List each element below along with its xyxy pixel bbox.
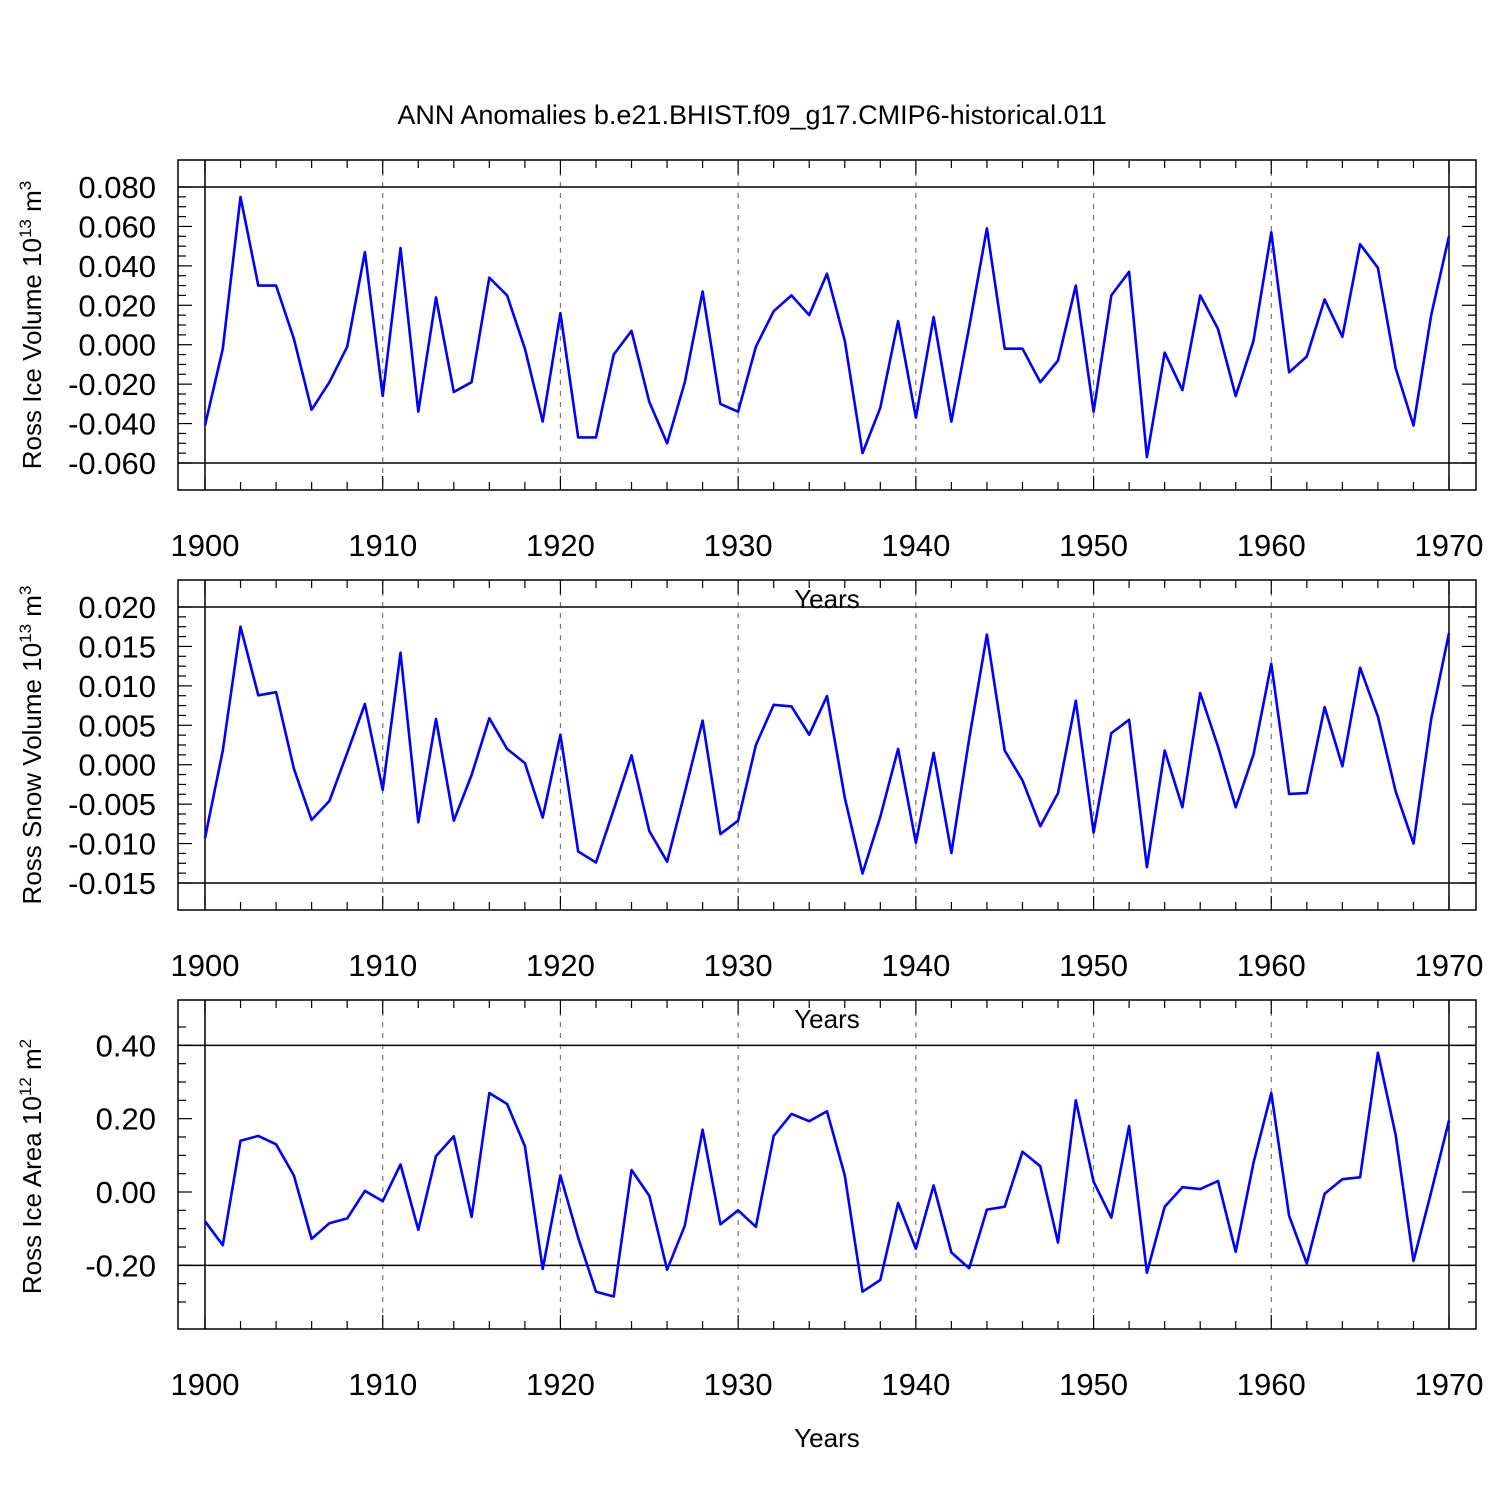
y-tick-label: -0.010 <box>68 827 156 862</box>
x-tick-label: 1950 <box>1059 948 1128 983</box>
y-tick-label: 0.005 <box>78 708 156 743</box>
x-tick-label: 1970 <box>1415 1367 1484 1402</box>
x-tick-label: 1930 <box>704 528 773 563</box>
series-line <box>203 625 1451 875</box>
x-tick-label: 1940 <box>881 528 950 563</box>
x-tick-label: 1970 <box>1415 948 1484 983</box>
x-tick-label: 1900 <box>171 528 240 563</box>
y-tick-label: 0.015 <box>78 629 156 664</box>
x-axis-label: Years <box>794 584 860 614</box>
y-tick-label: 0.080 <box>78 170 156 205</box>
y-tick-label: 0.040 <box>78 249 156 284</box>
x-tick-label: 1940 <box>881 1367 950 1402</box>
x-tick-label: 1960 <box>1237 1367 1306 1402</box>
chart-title: ANN Anomalies b.e21.BHIST.f09_g17.CMIP6-… <box>397 100 1106 130</box>
y-axis-label: Ross Ice Area 1012 m2 <box>16 1039 47 1294</box>
y-tick-label: 0.010 <box>78 669 156 704</box>
series-line <box>203 195 1451 459</box>
x-tick-label: 1910 <box>348 528 417 563</box>
panel-2: -0.015 -0.010 -0.005 0.000 0.005 0.010 0.015 0.… <box>16 579 1484 1034</box>
y-axis-label: Ross Ice Volume 1013 m3 <box>16 181 47 470</box>
x-tick-label: 1930 <box>704 948 773 983</box>
series-line <box>203 1051 1451 1298</box>
x-tick-label: 1920 <box>526 1367 595 1402</box>
y-tick-label: 0.00 <box>96 1175 156 1210</box>
y-tick-label: -0.005 <box>68 787 156 822</box>
panel-3: -0.20 0.00 0.20 0.40 1900 1910 1920 1930 1940 195… <box>16 999 1484 1453</box>
x-tick-label: 1930 <box>704 1367 773 1402</box>
x-tick-label: 1900 <box>171 1367 240 1402</box>
y-tick-label: -0.060 <box>68 446 156 481</box>
x-tick-label: 1950 <box>1059 528 1128 563</box>
x-tick-label: 1900 <box>171 948 240 983</box>
y-tick-label: -0.040 <box>68 407 156 442</box>
panel-1: -0.060 -0.040 -0.020 0.000 0.020 0.040 0.060 0.… <box>16 159 1484 614</box>
x-axis-label: Years <box>794 1423 860 1453</box>
x-tick-label: 1960 <box>1237 948 1306 983</box>
x-axis-label: Years <box>794 1004 860 1034</box>
panels: -0.060 -0.040 -0.020 0.000 0.020 0.040 0.060 0.… <box>16 159 1484 1453</box>
y-tick-label: 0.20 <box>96 1102 156 1137</box>
x-tick-label: 1950 <box>1059 1367 1128 1402</box>
y-tick-label: 0.40 <box>96 1028 156 1063</box>
y-axis-label: Ross Snow Volume 1013 m3 <box>16 586 47 905</box>
y-tick-label: 0.020 <box>78 288 156 323</box>
x-tick-label: 1960 <box>1237 528 1306 563</box>
x-tick-label: 1910 <box>348 1367 417 1402</box>
y-tick-label: -0.020 <box>68 367 156 402</box>
x-tick-label: 1940 <box>881 948 950 983</box>
x-tick-label: 1920 <box>526 528 595 563</box>
y-tick-label: -0.20 <box>85 1248 156 1283</box>
y-tick-label: 0.060 <box>78 209 156 244</box>
x-tick-label: 1970 <box>1415 528 1484 563</box>
y-tick-label: -0.015 <box>68 866 156 901</box>
x-tick-label: 1920 <box>526 948 595 983</box>
frame-outer <box>177 999 1477 1330</box>
x-tick-label: 1910 <box>348 948 417 983</box>
y-tick-label: 0.000 <box>78 328 156 363</box>
y-tick-label: 0.000 <box>78 748 156 783</box>
y-tick-label: 0.020 <box>78 590 156 625</box>
